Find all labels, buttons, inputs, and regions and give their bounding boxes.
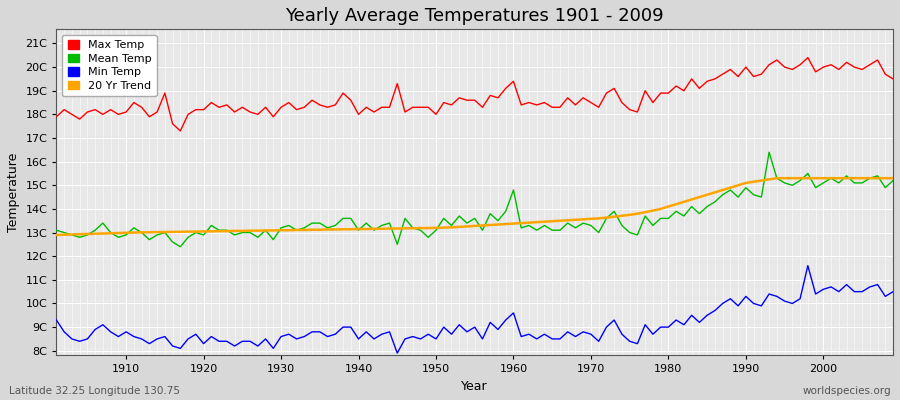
Legend: Max Temp, Mean Temp, Min Temp, 20 Yr Trend: Max Temp, Mean Temp, Min Temp, 20 Yr Tre…	[62, 35, 157, 96]
Text: Latitude 32.25 Longitude 130.75: Latitude 32.25 Longitude 130.75	[9, 386, 180, 396]
Y-axis label: Temperature: Temperature	[7, 153, 20, 232]
Title: Yearly Average Temperatures 1901 - 2009: Yearly Average Temperatures 1901 - 2009	[285, 7, 664, 25]
Text: worldspecies.org: worldspecies.org	[803, 386, 891, 396]
X-axis label: Year: Year	[462, 380, 488, 393]
